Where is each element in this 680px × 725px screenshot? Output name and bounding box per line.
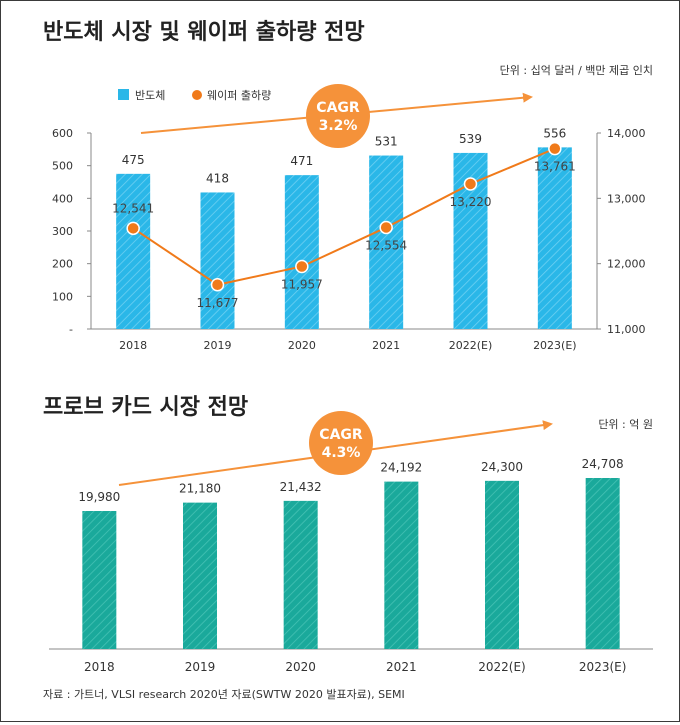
chart1-bar-label: 539 bbox=[459, 132, 482, 146]
chart1-left-tick: 600 bbox=[52, 127, 73, 140]
chart2-category-label: 2018 bbox=[84, 660, 115, 674]
chart2-cagr-label: CAGR bbox=[319, 427, 363, 443]
chart1-bar bbox=[537, 147, 572, 329]
source-note: 자료 : 가트너, VLSI research 2020년 자료(SWTW 20… bbox=[43, 688, 405, 701]
chart1-left-tick: 200 bbox=[52, 258, 73, 271]
chart2-bar-label: 24,192 bbox=[380, 461, 422, 475]
chart1-left-tick: 100 bbox=[52, 290, 73, 303]
chart2-category-label: 2021 bbox=[386, 660, 417, 674]
chart2-cagr-value: 4.3% bbox=[322, 445, 361, 461]
chart2-unit: 단위 : 억 원 bbox=[598, 418, 653, 431]
chart1-left-tick: 300 bbox=[52, 225, 73, 238]
chart1-title: 반도체 시장 및 웨이퍼 출하량 전망 bbox=[43, 20, 365, 45]
chart2-bar-label: 19,980 bbox=[78, 490, 120, 504]
chart2-bar-label: 24,708 bbox=[582, 457, 624, 471]
chart1-left-tick: - bbox=[69, 323, 73, 336]
chart1-category-label: 2020 bbox=[288, 339, 316, 352]
legend-line-swatch bbox=[192, 90, 202, 100]
chart2-bar bbox=[283, 500, 318, 649]
chart2-bar-label: 21,180 bbox=[179, 482, 221, 496]
chart1-category-label: 2018 bbox=[119, 339, 147, 352]
chart1-line-point bbox=[295, 259, 309, 274]
chart2-bar-label: 24,300 bbox=[481, 460, 523, 474]
chart2-bar bbox=[384, 481, 419, 649]
chart1-right-tick: 11,000 bbox=[607, 323, 646, 336]
chart1-cagr-value: 3.2% bbox=[319, 118, 358, 134]
chart1-category-label: 2021 bbox=[372, 339, 400, 352]
chart1-series-line bbox=[132, 147, 556, 286]
chart1-cagr-badge bbox=[306, 84, 370, 148]
chart1-bar bbox=[284, 175, 319, 329]
chart2-category-label: 2022(E) bbox=[478, 660, 525, 674]
chart1-bar bbox=[116, 173, 151, 329]
chart2-category-label: 2023(E) bbox=[579, 660, 626, 674]
chart1-cagr-label: CAGR bbox=[316, 100, 360, 116]
chart1-left-tick: 400 bbox=[52, 192, 73, 205]
chart1-line-point bbox=[463, 177, 478, 191]
chart1-right-tick: 13,000 bbox=[607, 192, 646, 205]
chart1-right-tick: 14,000 bbox=[607, 127, 646, 140]
chart2-bar bbox=[82, 511, 117, 649]
chart1-line-label: 13,220 bbox=[450, 195, 492, 209]
chart1-bar-label: 475 bbox=[122, 153, 145, 167]
chart1-bar-label: 531 bbox=[375, 135, 398, 149]
chart1-line-label: 13,761 bbox=[534, 160, 576, 174]
chart1-line-label: 11,957 bbox=[281, 277, 323, 291]
chart2-cagr-badge bbox=[309, 411, 373, 475]
chart1-line-point bbox=[548, 141, 562, 156]
legend-bar-swatch bbox=[118, 89, 129, 100]
chart1-bar bbox=[369, 155, 404, 329]
chart1-category-label: 2022(E) bbox=[449, 339, 493, 352]
chart1-unit: 단위 : 십억 달러 / 백만 제곱 인치 bbox=[500, 64, 653, 77]
chart2-bar bbox=[183, 502, 217, 649]
chart2-category-label: 2020 bbox=[285, 660, 316, 674]
chart1-line-point bbox=[379, 220, 393, 235]
chart1-line-point bbox=[210, 278, 225, 292]
chart2-bar-label: 21,432 bbox=[280, 480, 322, 494]
chart1-left-tick: 500 bbox=[52, 160, 73, 173]
chart1-category-label: 2019 bbox=[204, 339, 232, 352]
chart2-bar bbox=[485, 480, 519, 649]
chart1-line-label: 11,677 bbox=[197, 296, 239, 310]
chart1-bar-label: 418 bbox=[206, 171, 229, 185]
chart1-bar-label: 471 bbox=[290, 154, 313, 168]
chart2-bar bbox=[585, 478, 620, 649]
chart1-line-label: 12,554 bbox=[365, 238, 407, 252]
chart1-bar-label: 556 bbox=[543, 126, 566, 140]
chart2-category-label: 2019 bbox=[185, 660, 216, 674]
legend-bar-label: 반도체 bbox=[135, 89, 165, 102]
chart1-line-point bbox=[126, 221, 140, 236]
chart1-category-label: 2023(E) bbox=[533, 339, 577, 352]
legend-line-label: 웨이퍼 출하량 bbox=[207, 88, 271, 102]
chart2-title: 프로브 카드 시장 전망 bbox=[43, 395, 248, 420]
chart1-bar bbox=[200, 192, 235, 329]
chart1-right-tick: 12,000 bbox=[607, 258, 646, 271]
chart1-line-label: 12,541 bbox=[112, 201, 154, 215]
